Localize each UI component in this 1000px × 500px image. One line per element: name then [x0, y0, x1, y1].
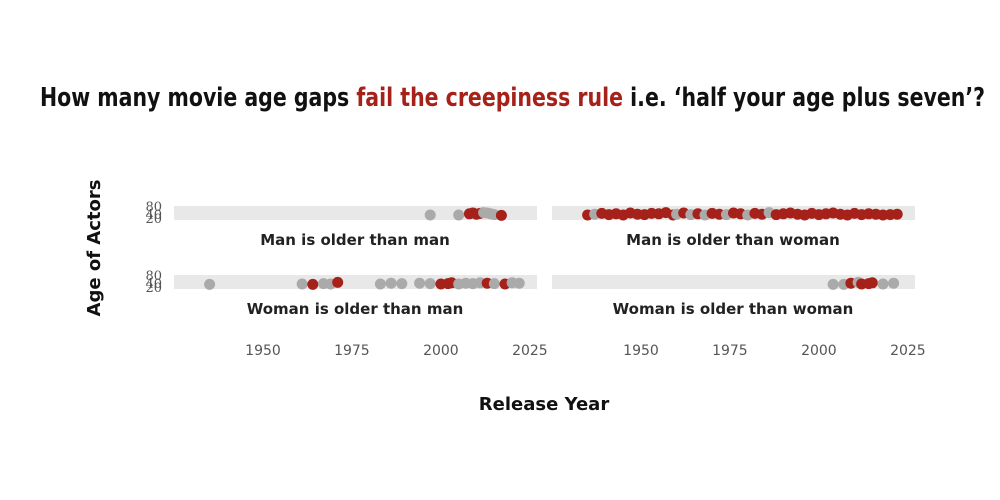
- data-point-woman-man-10: [424, 278, 436, 290]
- data-point-woman-woman-0: [827, 278, 839, 290]
- x-tick-label-col1-2000: 2000: [423, 343, 459, 359]
- data-point-woman-man-1: [296, 278, 308, 290]
- data-point-woman-man-2: [307, 278, 319, 290]
- data-point-woman-man-5: [332, 276, 344, 288]
- data-point-man-man-1: [453, 209, 465, 221]
- data-point-woman-woman-7: [877, 278, 889, 290]
- title-part-1: How many movie age gaps: [40, 83, 356, 113]
- data-point-woman-man-7: [385, 277, 397, 289]
- x-axis-title: Release Year: [479, 394, 610, 415]
- x-tick-label-col2-1950: 1950: [623, 343, 659, 359]
- x-tick-label-col2-2000: 2000: [801, 343, 837, 359]
- y-axis-title: Age of Actors: [84, 180, 105, 317]
- data-point-woman-woman-6: [866, 277, 878, 289]
- x-tick-label-col2-1975: 1975: [712, 343, 748, 359]
- title-part-2: fail the creepiness rule: [356, 83, 623, 113]
- data-point-man-woman-44: [891, 208, 903, 220]
- data-point-woman-woman-8: [888, 277, 900, 289]
- y-tick-label-row1-20: 20: [145, 212, 162, 227]
- chart-title: How many movie age gaps fail the creepin…: [40, 83, 985, 113]
- x-tick-label-col1-2025: 2025: [512, 343, 548, 359]
- y-tick-label-row2-20: 20: [145, 281, 162, 296]
- title-part-3: i.e. ‘half your age plus seven’?: [623, 83, 985, 113]
- panel-label-woman-man: Woman is older than man: [247, 300, 464, 318]
- y-tick-label-row2-80: 80: [145, 269, 162, 284]
- data-point-woman-man-22: [513, 277, 525, 289]
- panel-label-woman-woman: Woman is older than woman: [613, 300, 854, 318]
- data-point-woman-man-19: [488, 278, 500, 290]
- data-point-woman-man-8: [396, 278, 408, 290]
- data-point-woman-man-0: [204, 278, 216, 290]
- x-tick-label-col1-1975: 1975: [334, 343, 370, 359]
- data-point-man-man-10: [495, 209, 507, 221]
- panel-background-man-man: [174, 206, 537, 220]
- y-tick-label-row1-40: 40: [145, 208, 162, 223]
- x-tick-label-col1-1950: 1950: [245, 343, 281, 359]
- x-tick-label-col2-2025: 2025: [890, 343, 926, 359]
- panel-label-man-man: Man is older than man: [260, 231, 450, 249]
- y-tick-label-row2-40: 40: [145, 277, 162, 292]
- y-tick-label-row1-80: 80: [145, 200, 162, 215]
- panel-background-woman-woman: [552, 275, 915, 289]
- data-point-woman-man-9: [414, 277, 426, 289]
- data-point-man-man-0: [424, 209, 436, 221]
- panel-label-man-woman: Man is older than woman: [626, 231, 840, 249]
- data-point-woman-man-6: [374, 278, 386, 290]
